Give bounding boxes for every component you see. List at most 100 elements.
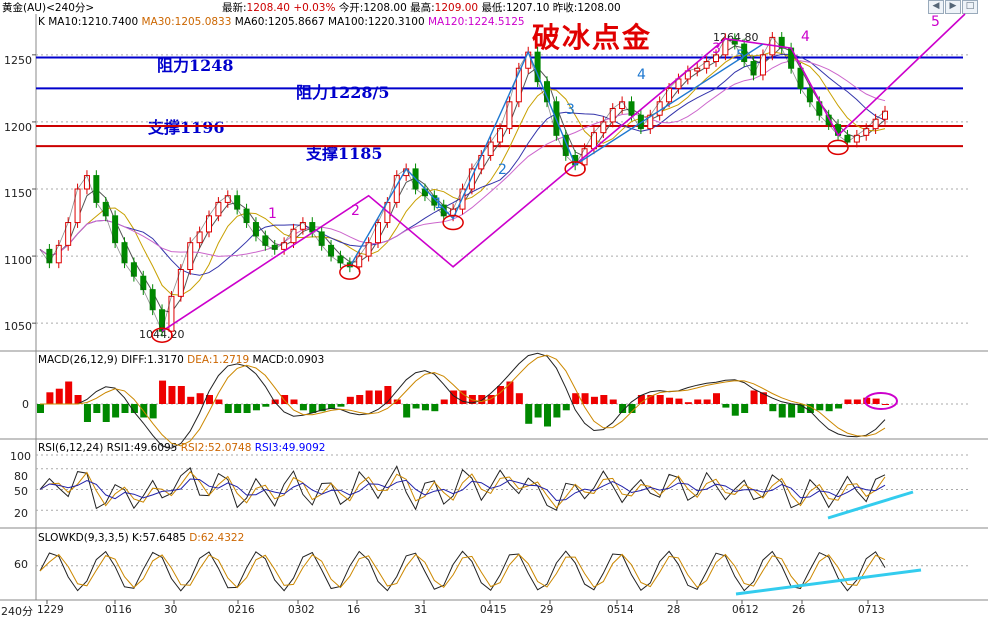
level-label-support-1185: 支撑1185: [288, 140, 401, 164]
rsi-trendline: [827, 490, 914, 520]
macd-histogram-bar: [778, 404, 786, 418]
high-label: 最高:: [410, 2, 435, 14]
prev-close-label: 昨收:: [552, 2, 578, 14]
wave-label-blue: 1: [434, 196, 443, 212]
price-line: [39, 36, 886, 333]
x-tick-label: 0415: [480, 604, 507, 616]
kd-tick-60: 60: [14, 558, 28, 571]
x-tick-label: 0216: [228, 604, 255, 616]
x-tick-label: 31: [414, 604, 427, 616]
ma-indicator-line: K MA10:1210.7400 MA30:1205.0833 MA60:120…: [38, 16, 525, 28]
change-value: +0.03%: [293, 2, 336, 14]
x-tick-label: 0612: [732, 604, 759, 616]
macd-histogram-bar: [271, 399, 279, 404]
macd-histogram-bar: [431, 404, 439, 412]
macd-histogram-bar: [337, 404, 345, 407]
macd-histogram-bar: [187, 396, 195, 404]
prev-arrow-icon[interactable]: ◀: [928, 0, 944, 14]
low-value: 1207.10: [505, 2, 550, 14]
macd-histogram-bar: [590, 396, 598, 404]
macd-histogram-bar: [262, 404, 270, 407]
macd-histogram-bar: [450, 390, 458, 404]
next-arrow-icon[interactable]: ▶: [945, 0, 961, 14]
rsi-title: RSI(6,12,24) RSI1:49.6095 RSI2:52.0748 R…: [38, 442, 325, 454]
low-circle-marker: [442, 214, 464, 231]
macd-histogram-bar: [713, 393, 720, 404]
y-tick-1250: 1250: [4, 54, 32, 67]
rsi3-line: [39, 478, 886, 502]
macd-name: MACD(26,12,9): [38, 354, 118, 366]
macd-histogram-bar: [581, 393, 589, 404]
macd-histogram-bar: [872, 398, 880, 404]
macd-histogram-bar: [403, 404, 411, 418]
wave-label-magenta: 1: [268, 206, 277, 222]
y-tick-1100: 1100: [4, 254, 32, 267]
macd-histogram-bar: [121, 404, 129, 413]
rsi1-value: RSI1:49.6095: [106, 442, 178, 454]
macd-histogram-bar: [534, 404, 542, 418]
x-tick-label: 1229: [37, 604, 64, 616]
macd-histogram-bar: [562, 404, 570, 411]
macd-histogram-bar: [666, 397, 674, 404]
macd-histogram-bar: [224, 404, 232, 413]
macd-histogram-bar: [74, 395, 82, 404]
kd-d-value: D:62.4322: [189, 532, 245, 544]
maximize-icon[interactable]: □: [962, 0, 978, 14]
macd-histogram-bar: [525, 404, 533, 424]
x-tick-label: 26: [792, 604, 806, 616]
macd-histogram-bar: [55, 388, 63, 404]
macd-histogram-bar: [299, 404, 307, 411]
ma30-label: MA30:1205.0833: [141, 16, 232, 28]
macd-dea-line: [40, 354, 886, 447]
rsi-tick-100: 100: [10, 450, 31, 463]
macd-histogram-bar: [647, 395, 655, 404]
wave-label-magenta: 2: [351, 203, 360, 219]
macd-histogram-bar: [722, 404, 730, 408]
moving-average-line: [39, 45, 886, 313]
low-circle-marker: [827, 139, 849, 156]
macd-zero-label: 0: [22, 398, 29, 411]
macd-highlight-circle: [864, 392, 898, 410]
macd-histogram-bar: [544, 404, 551, 427]
macd-histogram-bar: [393, 399, 401, 404]
macd-histogram-bar: [356, 395, 364, 404]
macd-histogram-bar: [459, 390, 467, 404]
macd-dea: DEA:1.2719: [187, 354, 250, 366]
macd-histogram-bar: [412, 404, 420, 409]
macd-histogram-bar: [112, 404, 120, 418]
period-name: <240分>: [46, 2, 95, 14]
wave-label-blue: 3: [566, 102, 575, 118]
magenta-wave-line: [161, 13, 966, 332]
macd-histogram-bar: [421, 404, 429, 411]
macd-histogram-bar: [252, 404, 260, 411]
macd-diff-line: [40, 352, 886, 449]
macd-histogram-bar: [684, 402, 692, 404]
macd-histogram-bar: [759, 392, 767, 404]
macd-histogram-bar: [281, 395, 289, 404]
macd-histogram-bar: [835, 404, 843, 409]
macd-histogram-bar: [215, 399, 223, 404]
macd-histogram-bar: [694, 399, 702, 404]
macd-histogram-bar: [656, 395, 664, 404]
macd-histogram-bar: [675, 398, 683, 404]
macd-histogram-bar: [769, 404, 777, 412]
open-value: 1208.00: [363, 2, 407, 14]
x-tick-label: 0514: [607, 604, 634, 616]
wave-label-magenta: 3: [712, 41, 721, 57]
macd-histogram-bar: [609, 399, 617, 404]
macd-histogram-bar: [318, 404, 326, 412]
rsi-tick-50: 50: [14, 485, 28, 498]
y-tick-1200: 1200: [4, 121, 32, 134]
macd-histogram-bar: [619, 404, 627, 413]
macd-histogram-bar: [46, 392, 54, 404]
kd-name: SLOWKD(9,3,3,5): [38, 532, 129, 544]
macd-histogram-bar: [506, 381, 514, 404]
macd-histogram-bar: [853, 399, 861, 404]
blue-wave-line: [349, 43, 764, 268]
macd-histogram-bar: [731, 404, 739, 416]
x-tick-label: 29: [540, 604, 553, 616]
macd-value: MACD:0.0903: [252, 354, 325, 366]
macd-histogram-bar: [130, 404, 138, 413]
ma100-label: MA100:1220.3100: [328, 16, 425, 28]
rsi2-line: [39, 471, 886, 509]
